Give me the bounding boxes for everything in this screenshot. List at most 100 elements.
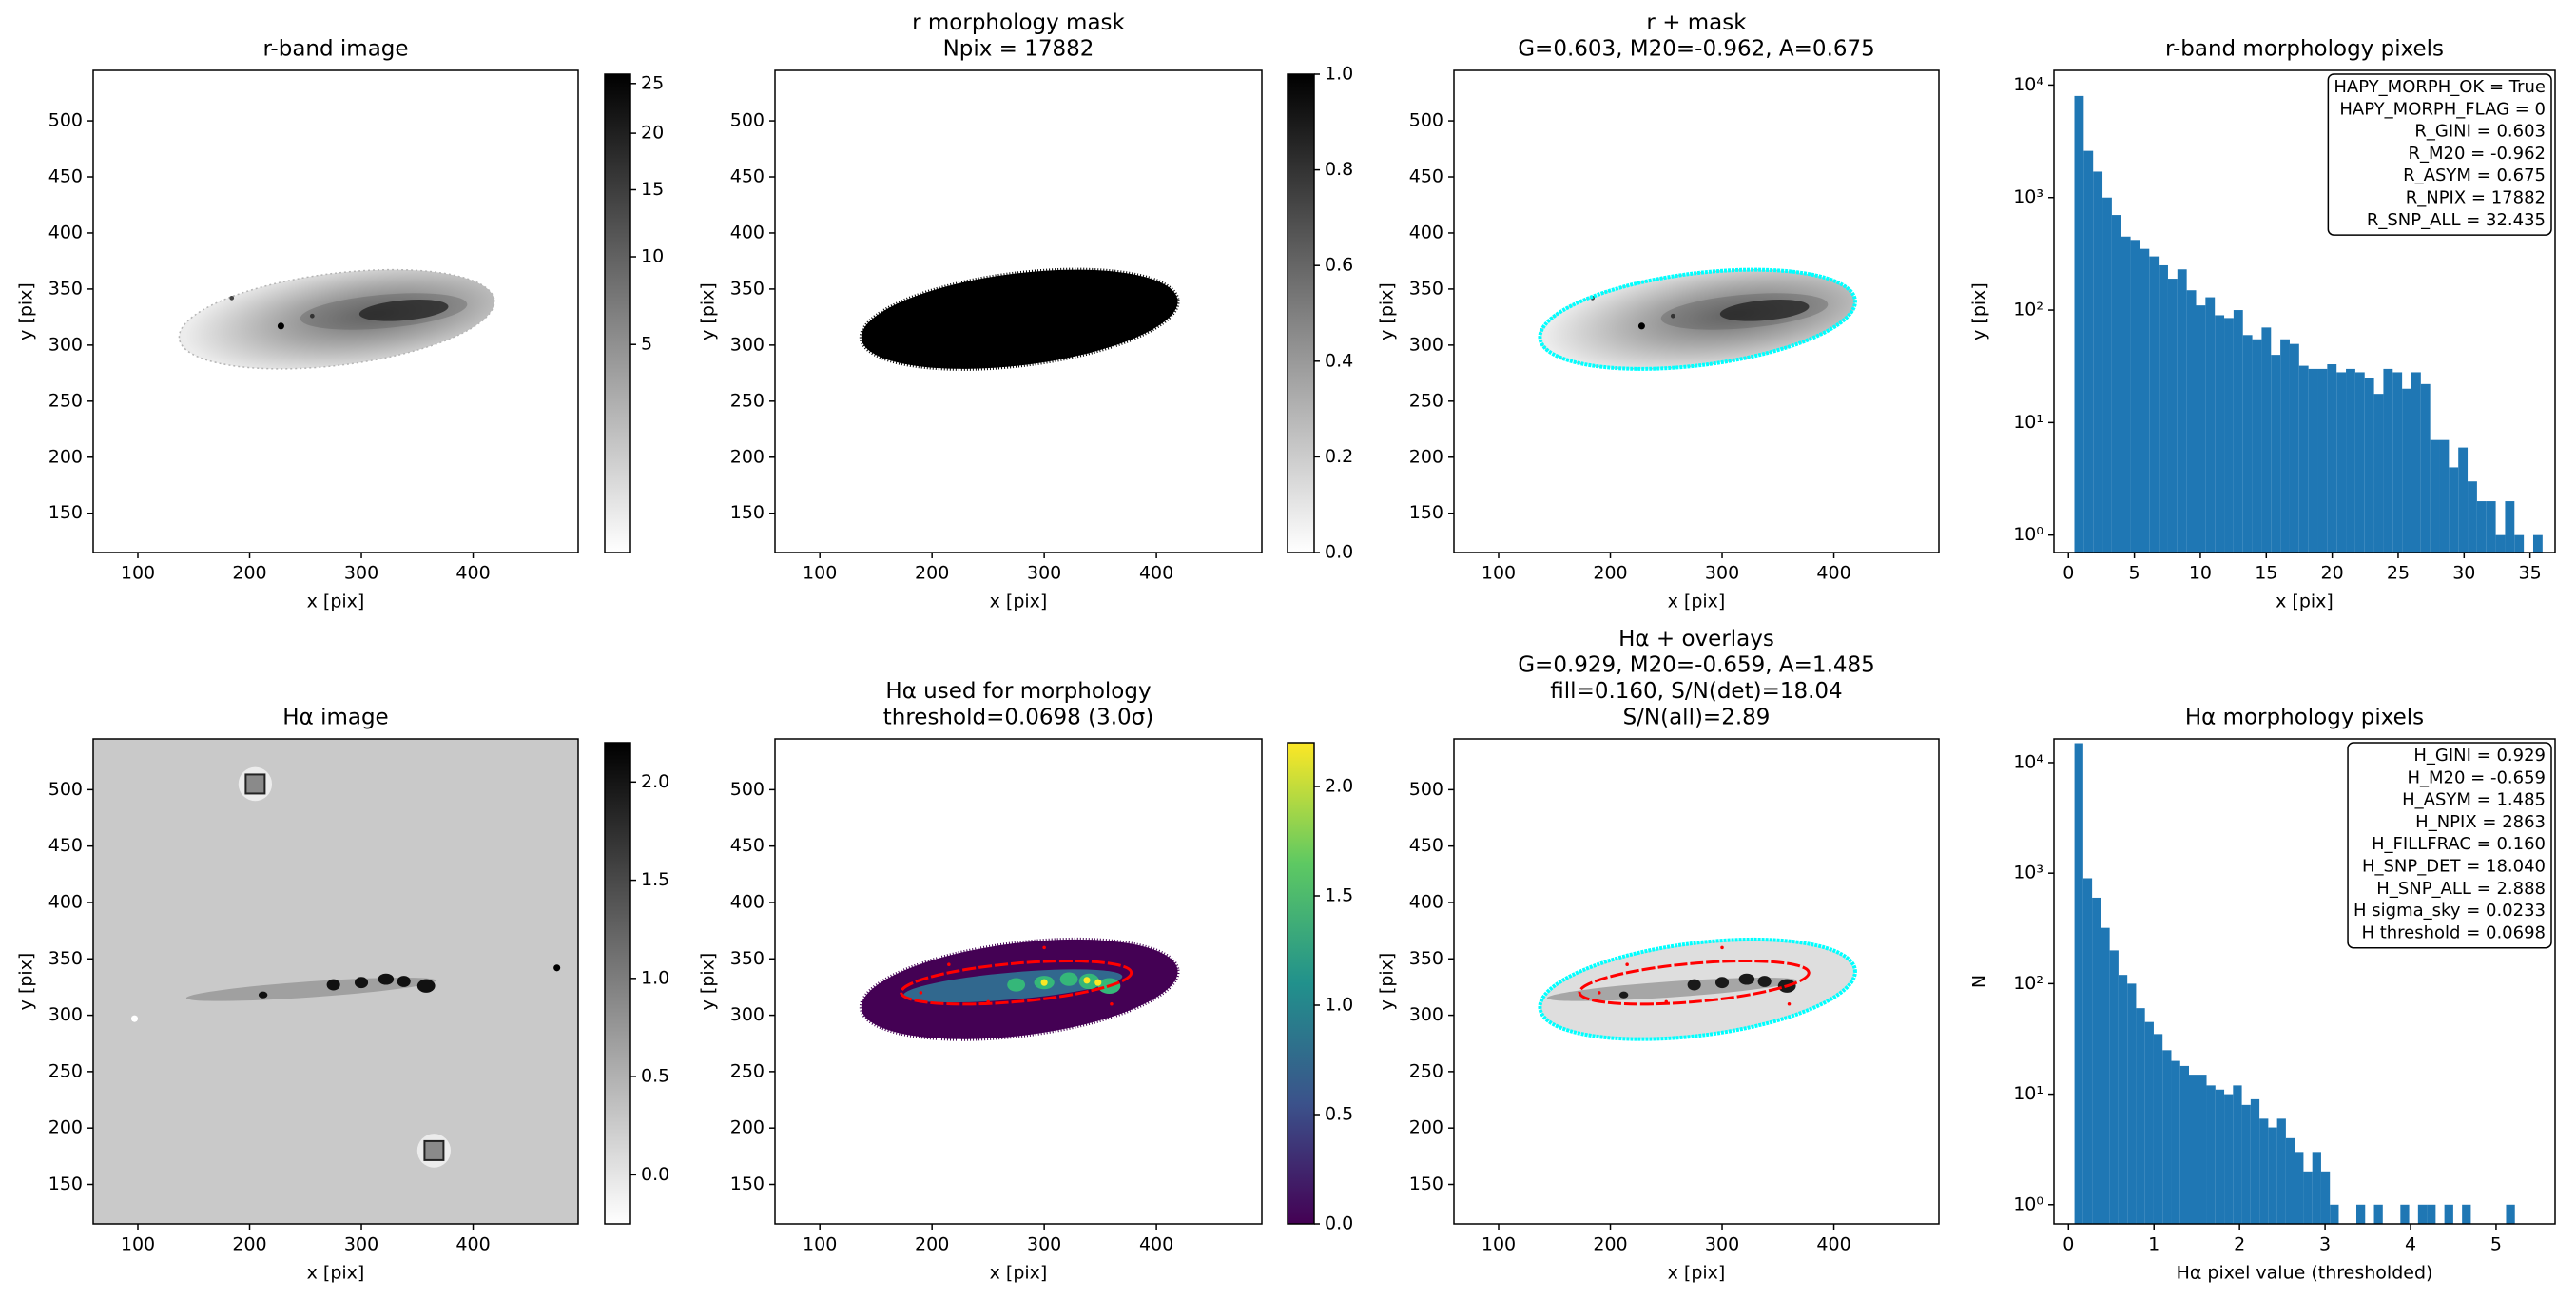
- colorbar-tick-label: 1.5: [641, 869, 669, 890]
- x-tick-label: 200: [1593, 563, 1627, 584]
- colorbar-tick-label: 20: [641, 123, 664, 144]
- y-tick-label: 500: [48, 779, 83, 800]
- x-tick-label: 300: [1705, 1234, 1739, 1255]
- histogram-bar: [2373, 1204, 2383, 1224]
- histogram-bar: [2312, 1152, 2321, 1224]
- histogram-bar: [2320, 1171, 2331, 1224]
- axes-frame: [774, 69, 1263, 553]
- y-tick-label: 300: [48, 1004, 83, 1025]
- histogram-bar: [2289, 343, 2299, 553]
- panel-title: Hα used for morphology: [885, 679, 1151, 704]
- x-tick-label: 15: [2255, 563, 2277, 584]
- y-axis-label: y [pix]: [1377, 953, 1398, 1011]
- axes-frame: [1453, 738, 1940, 1225]
- image-feature: [178, 268, 495, 370]
- panel-title: Hα + overlays: [1618, 627, 1774, 651]
- y-axis-label: y [pix]: [698, 953, 719, 1011]
- stats-text: H_SNP_ALL = 2.888: [2376, 879, 2546, 899]
- x-tick-label: 300: [1027, 563, 1061, 584]
- y-tick-label: 300: [1409, 1004, 1443, 1025]
- x-tick-label: 20: [2321, 563, 2344, 584]
- histogram-bar: [2346, 368, 2355, 553]
- histogram-bar: [2149, 256, 2160, 553]
- histogram-bar: [2355, 1204, 2366, 1224]
- stats-text: H_GINI = 0.929: [2413, 746, 2546, 766]
- y-tick-label: 10⁰: [2013, 524, 2043, 545]
- histogram-bar: [2074, 743, 2083, 1224]
- y-axis-label: y [pix]: [16, 282, 37, 340]
- x-tick-label: 300: [1705, 563, 1739, 584]
- image-feature: [229, 295, 235, 301]
- colorbar-tick-label: 0.2: [1325, 446, 1353, 467]
- histogram-panel: Hα morphology pixels Hα pixel value (thre…: [1969, 706, 2556, 1284]
- y-axis-label: y [pix]: [16, 953, 37, 1011]
- histogram-panel: r-band morphology pixels x [pix] y [pix] HA…: [1969, 37, 2556, 612]
- y-axis-label: N: [1969, 975, 1990, 988]
- histogram-bar: [2153, 1034, 2163, 1224]
- histogram-bar: [2109, 950, 2119, 1224]
- stats-text: H_FILLFRAC = 0.160: [2372, 834, 2546, 854]
- histogram-bar: [2271, 355, 2281, 553]
- y-tick-label: 400: [48, 222, 83, 243]
- y-tick-label: 200: [730, 446, 765, 467]
- x-tick-label: 100: [121, 1234, 155, 1255]
- panel-title: Npix = 17882: [943, 37, 1094, 62]
- histogram-bar: [2082, 878, 2093, 1224]
- panel-title: r morphology mask: [912, 10, 1125, 35]
- y-tick-label: 10¹: [2013, 1083, 2043, 1104]
- y-tick-label: 200: [1409, 1117, 1443, 1138]
- image-feature: [1787, 1001, 1792, 1006]
- colorbar: [604, 742, 631, 1225]
- x-tick-label: 0: [2063, 1234, 2074, 1255]
- histogram-bar: [2233, 1085, 2242, 1224]
- y-tick-label: 500: [48, 110, 83, 131]
- y-tick-label: 350: [48, 278, 83, 299]
- histogram-bar: [2179, 1065, 2190, 1224]
- stats-text: H sigma_sky = 0.0233: [2353, 901, 2546, 921]
- x-tick-label: 100: [121, 563, 155, 584]
- histogram-bar: [2373, 394, 2384, 553]
- image-feature: [277, 322, 284, 330]
- panel-title: threshold=0.0698 (3.0σ): [883, 706, 1153, 730]
- x-axis-label: x [pix]: [1668, 1263, 1726, 1284]
- image-feature: [553, 964, 561, 972]
- colorbar-tick-label: 0.0: [641, 1164, 669, 1185]
- colorbar-tick-label: 25: [641, 72, 664, 93]
- histogram-bar: [2295, 1152, 2304, 1224]
- x-tick-label: 100: [803, 563, 837, 584]
- x-tick-label: 200: [1593, 1234, 1627, 1255]
- histogram-bar: [2167, 279, 2178, 553]
- y-tick-label: 450: [730, 166, 765, 187]
- y-tick-label: 400: [730, 222, 765, 243]
- histogram-bar: [2198, 1075, 2207, 1224]
- histogram-bar: [2186, 290, 2197, 553]
- y-tick-label: 150: [1409, 1174, 1443, 1194]
- histogram-bar: [2285, 1137, 2295, 1224]
- stats-text: H_M20 = -0.659: [2407, 767, 2546, 787]
- y-axis-label: y [pix]: [1377, 282, 1398, 340]
- panel-title: Hα image: [282, 706, 388, 730]
- image-feature: [1719, 299, 1810, 321]
- axes-frame: [92, 69, 579, 553]
- image-feature: [1625, 962, 1629, 966]
- x-tick-label: 100: [1482, 1234, 1516, 1255]
- histogram-bar: [2092, 897, 2101, 1224]
- y-tick-label: 250: [1409, 1060, 1443, 1081]
- y-tick-label: 350: [730, 948, 765, 969]
- y-tick-label: 150: [48, 502, 83, 523]
- image-feature: [326, 979, 340, 991]
- histogram-bar: [2458, 447, 2469, 553]
- image-feature: [1007, 978, 1026, 992]
- y-tick-label: 350: [1409, 278, 1443, 299]
- x-tick-label: 0: [2063, 563, 2074, 584]
- histogram-bar: [2268, 1127, 2277, 1224]
- image-feature: [1059, 972, 1078, 986]
- histogram-bar: [2118, 975, 2128, 1224]
- x-tick-label: 400: [1816, 1234, 1850, 1255]
- colorbar-tick-label: 1.5: [1325, 885, 1353, 906]
- histogram-bar: [2233, 310, 2243, 553]
- image-feature: [1714, 977, 1730, 989]
- image-content: [859, 267, 1180, 371]
- y-tick-label: 300: [730, 1004, 765, 1025]
